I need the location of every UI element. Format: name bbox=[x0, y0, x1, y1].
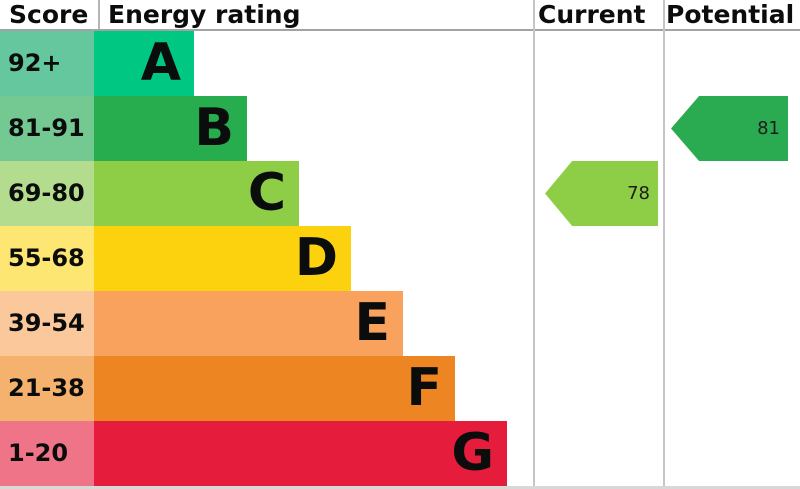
score-range-f: 21-38 bbox=[0, 356, 94, 421]
band-letter-a: A bbox=[140, 33, 181, 93]
chart-header: Score Energy rating Current Potential bbox=[0, 0, 800, 31]
score-range-a: 92+ bbox=[0, 31, 94, 96]
band-row-a: 92+ A bbox=[0, 31, 800, 96]
score-range-b: 81-91 bbox=[0, 96, 94, 161]
score-column-header: Score bbox=[0, 0, 100, 29]
energy-rating-column-header: Energy rating bbox=[108, 0, 301, 29]
score-range-c: 69-80 bbox=[0, 161, 94, 226]
band-row-g: 1-20 G bbox=[0, 421, 800, 486]
band-letter-f: F bbox=[406, 358, 442, 418]
band-row-c: 69-80 C bbox=[0, 161, 800, 226]
band-row-d: 55-68 D bbox=[0, 226, 800, 291]
potential-column-divider bbox=[663, 0, 665, 486]
band-bar-b: B bbox=[94, 96, 247, 161]
potential-rating-value: 81 bbox=[757, 118, 780, 139]
band-letter-b: B bbox=[194, 98, 234, 158]
band-row-f: 21-38 F bbox=[0, 356, 800, 421]
band-letter-c: C bbox=[247, 163, 286, 223]
score-range-d: 55-68 bbox=[0, 226, 94, 291]
score-range-g: 1-20 bbox=[0, 421, 94, 486]
band-rows: 92+ A 81-91 B 69-80 C 55-68 D 39-54 bbox=[0, 31, 800, 486]
band-row-e: 39-54 E bbox=[0, 291, 800, 356]
current-column-divider bbox=[533, 0, 535, 486]
current-column-header: Current bbox=[538, 0, 646, 29]
band-bar-e: E bbox=[94, 291, 403, 356]
current-rating-value: 78 bbox=[627, 183, 650, 204]
score-range-e: 39-54 bbox=[0, 291, 94, 356]
band-bar-c: C bbox=[94, 161, 299, 226]
band-bar-a: A bbox=[94, 31, 194, 96]
potential-column-header: Potential bbox=[666, 0, 795, 29]
band-bar-f: F bbox=[94, 356, 455, 421]
band-letter-d: D bbox=[294, 228, 338, 288]
potential-rating-arrow: 81 bbox=[671, 96, 788, 161]
band-letter-e: E bbox=[354, 293, 390, 353]
current-rating-arrow: 78 bbox=[545, 161, 658, 226]
chart-bottom-border bbox=[0, 486, 800, 489]
band-letter-g: G bbox=[451, 423, 494, 483]
band-bar-g: G bbox=[94, 421, 507, 486]
band-row-b: 81-91 B bbox=[0, 96, 800, 161]
band-bar-d: D bbox=[94, 226, 351, 291]
